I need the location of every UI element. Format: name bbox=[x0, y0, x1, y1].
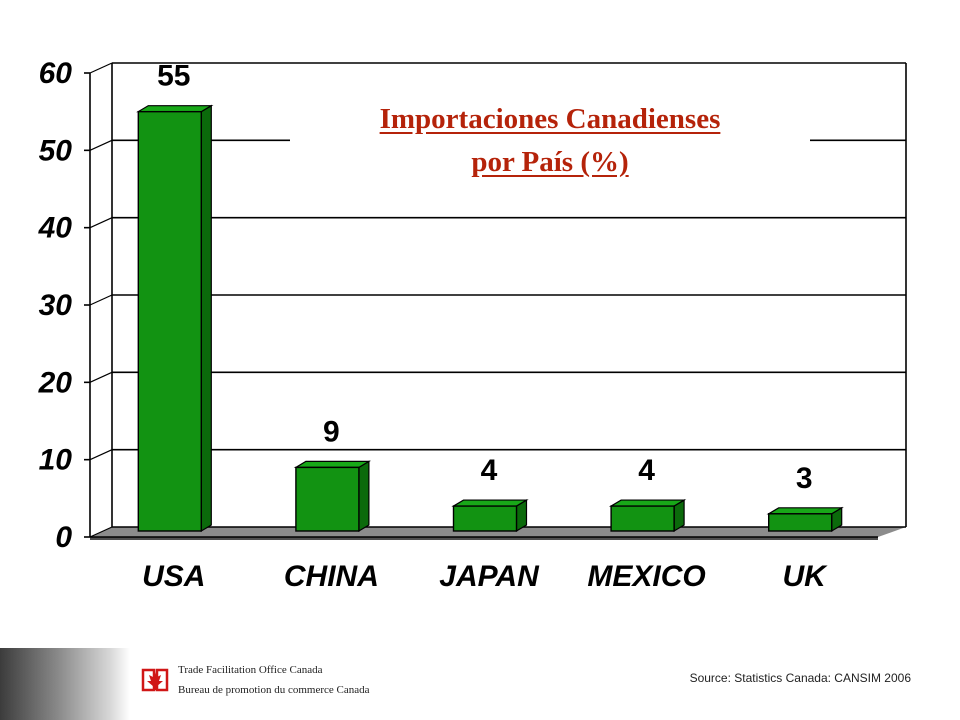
footer-gradient-decoration bbox=[0, 648, 130, 720]
grid-slant bbox=[89, 449, 113, 461]
grid-slant bbox=[89, 139, 113, 151]
maple-leaf-logo-icon bbox=[141, 668, 169, 692]
grid-slant bbox=[89, 371, 113, 383]
bar bbox=[451, 499, 529, 533]
category-labels: USA CHINA JAPAN MEXICO UK bbox=[142, 560, 828, 593]
y-tick-label: 10 bbox=[39, 444, 73, 477]
category-label: JAPAN bbox=[439, 560, 540, 593]
bar-top bbox=[451, 499, 529, 507]
bar-top bbox=[136, 105, 214, 113]
y-tick-label: 20 bbox=[38, 366, 73, 399]
bar bbox=[608, 499, 687, 533]
value-label: 4 bbox=[638, 454, 655, 487]
y-tick-label: 30 bbox=[39, 289, 73, 322]
grid-slant bbox=[89, 526, 113, 538]
grid-slant bbox=[89, 294, 113, 306]
org-name-fr: Bureau de promotion du commerce Canada bbox=[178, 684, 370, 696]
bar-top bbox=[766, 507, 844, 515]
bar-top bbox=[293, 460, 372, 468]
chart-title-line2: por País (%) bbox=[471, 146, 629, 178]
bar-top bbox=[608, 499, 687, 507]
value-label: 9 bbox=[323, 415, 340, 448]
category-label: MEXICO bbox=[587, 560, 705, 593]
value-labels: 55 9 4 4 3 bbox=[157, 60, 812, 495]
chart-axes bbox=[84, 63, 907, 538]
y-tick-label: 40 bbox=[38, 212, 73, 245]
chart-title: Importaciones Canadienses por País (%) bbox=[290, 98, 810, 184]
category-label: USA bbox=[142, 560, 205, 593]
bar-front bbox=[452, 505, 518, 532]
bar bbox=[766, 506, 844, 533]
org-name-en: Trade Facilitation Office Canada bbox=[178, 664, 323, 676]
bar-side bbox=[358, 460, 370, 533]
grid-slant bbox=[89, 217, 113, 229]
bars bbox=[136, 104, 844, 533]
bar-front bbox=[610, 505, 675, 532]
source-note: Source: Statistics Canada: CANSIM 2006 bbox=[689, 671, 911, 685]
y-tick-label: 0 bbox=[55, 521, 72, 554]
category-label: CHINA bbox=[284, 560, 379, 593]
value-label: 55 bbox=[157, 60, 190, 93]
grid-slant bbox=[89, 62, 113, 74]
y-tick-label: 60 bbox=[39, 57, 73, 90]
bar bbox=[293, 460, 372, 533]
bar bbox=[136, 104, 214, 533]
value-label: 4 bbox=[481, 454, 498, 487]
floor-plane bbox=[90, 527, 906, 537]
bar-side bbox=[200, 104, 212, 533]
bar-front bbox=[768, 513, 833, 532]
category-label: UK bbox=[783, 560, 829, 593]
bar-front bbox=[137, 110, 203, 532]
y-tick-label: 50 bbox=[39, 134, 73, 167]
bar-chart: 0 10 20 30 40 50 60 55 9 4 4 3 USA CHINA JAPAN MEXICO… bbox=[38, 57, 907, 593]
bar-front bbox=[295, 466, 360, 532]
value-label: 3 bbox=[796, 462, 813, 495]
y-tick-labels: 0 10 20 30 40 50 60 bbox=[38, 57, 73, 554]
chart-title-line1: Importaciones Canadienses bbox=[379, 103, 721, 135]
